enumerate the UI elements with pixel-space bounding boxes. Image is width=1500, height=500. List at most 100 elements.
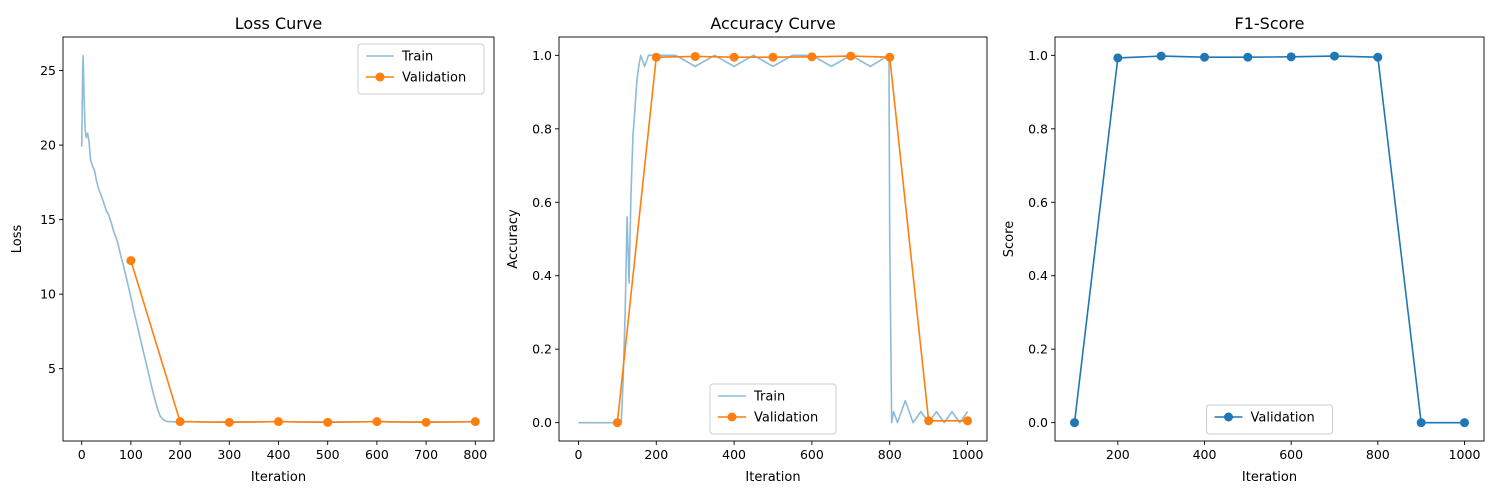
data-point (1156, 51, 1166, 61)
axes-frame (558, 36, 988, 442)
x-tick-label: 400 (722, 447, 746, 462)
x-tick-label: 1000 (952, 447, 984, 462)
x-tick-label: 600 (365, 447, 389, 462)
y-tick-label: 0.0 (532, 415, 552, 430)
legend-label: Train (401, 50, 433, 65)
data-point (924, 416, 934, 426)
y-tick-label: 1.0 (532, 48, 552, 63)
x-tick-label: 200 (1106, 447, 1130, 462)
legend-box (1206, 404, 1333, 435)
x-tick-label: 300 (217, 447, 241, 462)
y-tick-label: 0.8 (532, 121, 552, 136)
axes-frame (62, 36, 495, 442)
x-tick-label: 400 (267, 447, 291, 462)
data-point (612, 418, 622, 428)
data-point (885, 52, 895, 62)
y-tick-label: 5 (48, 361, 56, 376)
data-point (1113, 53, 1123, 63)
y-tick-label: 0.4 (1028, 268, 1048, 283)
data-point (963, 416, 973, 426)
data-point (768, 52, 778, 62)
legend: Validation (1206, 404, 1333, 435)
data-point (1243, 52, 1253, 62)
data-point (470, 417, 480, 427)
plot-area (1070, 51, 1469, 428)
data-point (1330, 51, 1339, 61)
legend-label: Validation (1251, 411, 1315, 426)
y-tick-label: 0.2 (532, 342, 552, 357)
y-tick-label: 20 (40, 138, 56, 153)
x-tick-label: 700 (414, 447, 438, 462)
data-point (1070, 418, 1079, 428)
data-point (690, 51, 700, 61)
data-point (224, 417, 234, 427)
x-tick-label: 500 (316, 447, 340, 462)
x-tick-label: 400 (1193, 447, 1217, 462)
y-tick-label: 10 (40, 287, 56, 302)
y-axis-label: Accuracy (506, 209, 521, 269)
legend-label: Train (753, 390, 785, 405)
y-tick-label: 0.6 (532, 195, 552, 210)
series-line-train (578, 54, 969, 424)
series-line-validation (130, 260, 476, 424)
data-point (846, 51, 856, 61)
y-tick-label: 0.0 (1028, 415, 1048, 430)
x-axis-label: Iteration (251, 470, 306, 485)
x-tick-label: 200 (168, 447, 192, 462)
x-tick-label: 200 (644, 447, 668, 462)
data-point (421, 417, 431, 427)
data-point (807, 52, 817, 62)
y-tick-label: 0.6 (1028, 195, 1048, 210)
legend-label: Validation (754, 411, 818, 426)
data-point (323, 417, 333, 427)
series-line-validation (1073, 55, 1465, 424)
y-axis-label: Loss (10, 225, 25, 254)
x-tick-label: 800 (878, 447, 902, 462)
legend: Train Validation (709, 383, 837, 435)
chart-title: Accuracy Curve (710, 14, 835, 33)
subplot-3: F1-Score 200 400 600 800 1000 0.0 0.2 0.4 0.6 0.8 1… (1002, 14, 1485, 485)
chart-title: F1-Score (1235, 14, 1305, 33)
x-tick-label: 600 (800, 447, 824, 462)
legend-marker (727, 412, 737, 422)
legend-marker (375, 72, 385, 82)
data-point (651, 52, 661, 62)
legend-marker (1224, 412, 1233, 422)
legend-label: Validation (402, 71, 466, 86)
plot-area (80, 54, 480, 427)
x-tick-label: 0 (574, 447, 582, 462)
data-point (1200, 52, 1209, 62)
x-tick-label: 0 (78, 447, 86, 462)
data-point (1286, 52, 1296, 62)
chart-title: Loss Curve (235, 14, 322, 33)
y-tick-label: 15 (40, 212, 56, 227)
data-point (175, 417, 185, 427)
data-point (1416, 418, 1426, 428)
x-tick-label: 800 (1366, 447, 1390, 462)
y-tick-label: 1.0 (1028, 48, 1048, 63)
data-point (126, 256, 136, 266)
x-axis-label: Iteration (745, 470, 800, 485)
y-tick-label: 0.8 (1028, 121, 1048, 136)
subplot-2: Accuracy Curve 0 200 400 600 800 1000 0.0 0.2 0.4… (506, 14, 988, 485)
x-tick-label: 1000 (1449, 447, 1481, 462)
series-line-train (80, 54, 476, 423)
series-line-validation (616, 55, 968, 423)
plot-area (578, 51, 973, 428)
x-tick-label: 800 (463, 447, 487, 462)
x-axis-label: Iteration (1242, 470, 1297, 485)
y-tick-label: 0.4 (532, 268, 552, 283)
data-point (729, 52, 739, 62)
y-tick-label: 25 (40, 63, 56, 78)
x-tick-label: 600 (1279, 447, 1303, 462)
legend: Train Validation (357, 43, 485, 95)
data-point (274, 417, 283, 427)
data-point (1373, 52, 1383, 62)
y-tick-label: 0.2 (1028, 342, 1048, 357)
data-point (372, 417, 382, 427)
y-axis-label: Score (1002, 221, 1017, 257)
axes-frame (1054, 36, 1485, 442)
data-point (1460, 418, 1469, 428)
x-tick-label: 100 (119, 447, 143, 462)
